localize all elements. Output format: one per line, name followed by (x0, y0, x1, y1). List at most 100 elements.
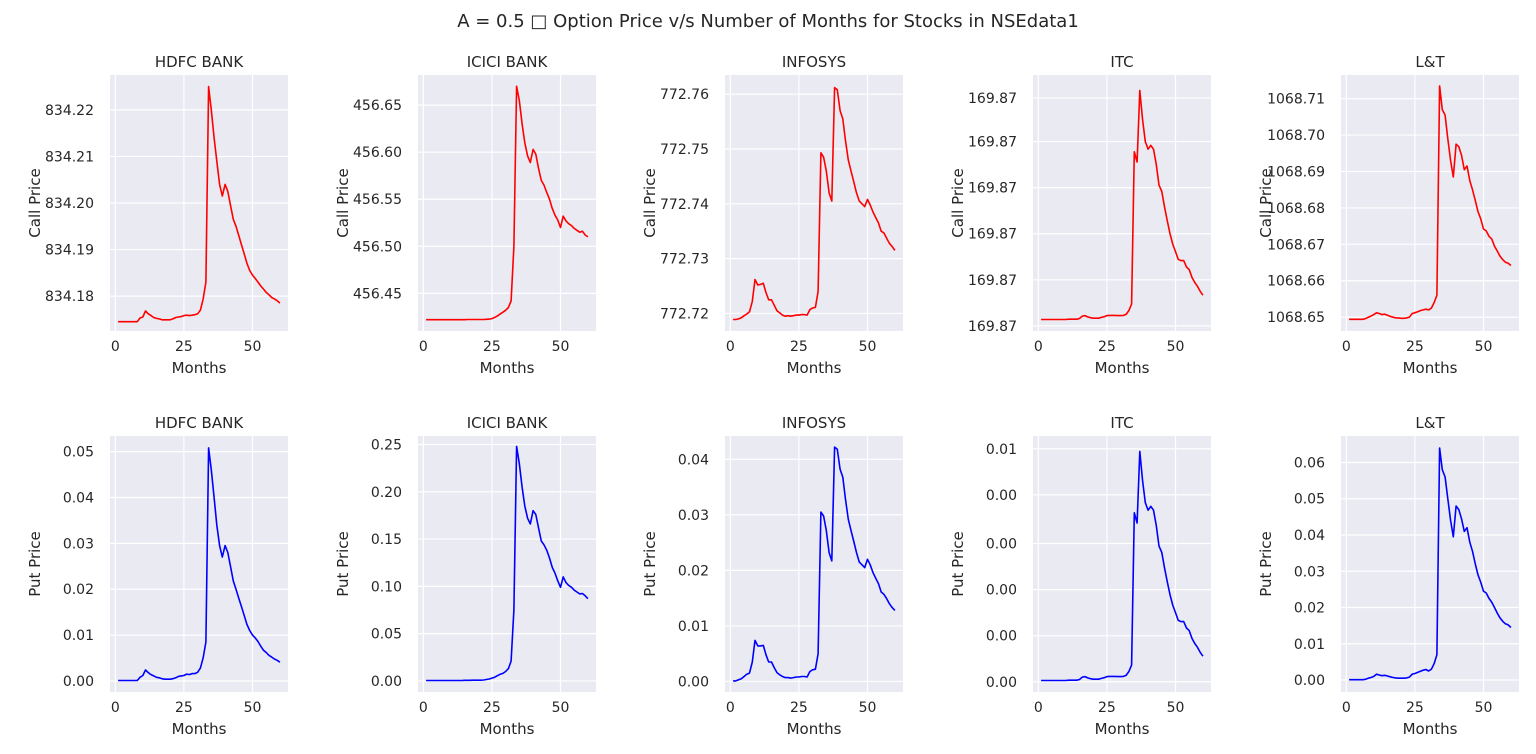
plot-area (418, 436, 596, 692)
x-axis-label: Months (1095, 359, 1150, 377)
x-tick-label: 50 (859, 339, 877, 355)
x-tick-label: 25 (175, 339, 193, 355)
series-line (426, 85, 589, 321)
x-tick-label: 0 (1342, 700, 1351, 716)
y-axis-label: Put Price (1257, 531, 1275, 597)
y-tick-label: 0.25 (371, 438, 402, 454)
y-tick-label: 0.02 (63, 582, 94, 598)
x-tick-label: 0 (1034, 700, 1043, 716)
subplot-title: HDFC BANK (155, 414, 244, 432)
y-tick-label: 0.01 (986, 442, 1017, 458)
y-tick-label: 0.00 (986, 488, 1017, 504)
y-tick-label: 772.75 (660, 142, 709, 158)
x-tick-label: 50 (552, 700, 570, 716)
y-tick-label: 834.18 (45, 289, 94, 305)
y-tick-label: 169.87 (968, 135, 1017, 151)
subplot-8: 0 25 50 0.00 0.01 0.02 0.03 0.04 INFOSYS Months Pu… (641, 414, 903, 738)
subplot-2: 0 25 50 456.45 456.50 456.55 456.60 456.65 ICICI… (334, 53, 596, 377)
y-tick-label: 834.19 (45, 243, 94, 259)
subplot-title: INFOSYS (782, 414, 846, 432)
y-axis-label: Put Price (641, 531, 659, 597)
series-line (733, 86, 896, 321)
y-tick-label: 0.00 (986, 675, 1017, 691)
y-tick-label: 0.01 (63, 628, 94, 644)
subplot-3: 0 25 50 772.72 772.73 772.74 772.75 772.76 INFOS… (641, 53, 903, 377)
x-tick-label: 50 (859, 700, 877, 716)
x-tick-label: 0 (726, 339, 735, 355)
plot-area (1033, 436, 1211, 692)
x-tick-label: 0 (419, 339, 428, 355)
y-tick-label: 1068.71 (1267, 92, 1325, 108)
x-tick-label: 50 (244, 700, 262, 716)
x-axis-label: Months (172, 720, 227, 738)
x-tick-label: 25 (483, 339, 501, 355)
subplot-1: 0 25 50 834.18 834.19 834.20 834.21 834.22 HDFC … (26, 53, 288, 377)
x-tick-label: 25 (790, 700, 808, 716)
x-tick-label: 0 (1342, 339, 1351, 355)
subplot-4: 0 25 50 169.87 169.87 169.87 169.87 169.87 169.8… (949, 53, 1211, 377)
y-tick-label: 0.05 (371, 627, 402, 643)
x-tick-label: 0 (111, 700, 120, 716)
subplot-title: HDFC BANK (155, 53, 244, 71)
series-line (1349, 85, 1512, 321)
y-tick-label: 772.76 (660, 87, 709, 103)
y-tick-label: 0.03 (678, 508, 709, 524)
y-tick-label: 0.02 (678, 563, 709, 579)
y-axis-label: Call Price (641, 168, 659, 237)
x-tick-label: 25 (790, 339, 808, 355)
y-tick-label: 0.00 (986, 629, 1017, 645)
y-axis-label: Call Price (26, 168, 44, 237)
subplot-title: L&T (1415, 53, 1445, 71)
y-axis-label: Call Price (949, 168, 967, 237)
y-tick-label: 1068.69 (1267, 165, 1325, 181)
y-tick-label: 0.03 (63, 536, 94, 552)
subplot-9: 0 25 50 0.00 0.00 0.00 0.00 0.00 0.01 ITC Months Pu… (949, 414, 1211, 738)
y-axis-label: Call Price (1257, 168, 1275, 237)
y-tick-label: 169.87 (968, 319, 1017, 335)
x-tick-label: 50 (552, 339, 570, 355)
y-tick-label: 0.00 (1294, 673, 1325, 689)
plot-area (1341, 75, 1519, 331)
y-tick-label: 0.00 (63, 674, 94, 690)
y-axis-label: Put Price (26, 531, 44, 597)
x-tick-label: 0 (1034, 339, 1043, 355)
x-axis-label: Months (480, 720, 535, 738)
y-tick-label: 772.73 (660, 252, 709, 268)
y-axis-label: Put Price (949, 531, 967, 597)
y-tick-label: 0.04 (1294, 528, 1325, 544)
y-tick-label: 0.03 (1294, 564, 1325, 580)
subplot-title: ICICI BANK (467, 414, 549, 432)
x-tick-label: 50 (1475, 700, 1493, 716)
y-tick-label: 456.50 (353, 239, 402, 255)
y-tick-label: 169.87 (968, 227, 1017, 243)
x-tick-label: 50 (1475, 339, 1493, 355)
series-line (426, 445, 589, 682)
y-tick-label: 0.01 (1294, 637, 1325, 653)
y-tick-label: 0.04 (678, 452, 709, 468)
plot-area (725, 75, 903, 331)
y-tick-label: 0.00 (678, 674, 709, 690)
x-axis-label: Months (1403, 359, 1458, 377)
y-tick-label: 0.01 (678, 619, 709, 635)
series-line (118, 85, 281, 323)
series-line (1041, 89, 1204, 321)
series-line (733, 446, 896, 682)
x-tick-label: 50 (1167, 700, 1185, 716)
plot-area (725, 436, 903, 692)
plot-area (418, 75, 596, 331)
x-tick-label: 25 (1406, 700, 1424, 716)
y-tick-label: 456.45 (353, 286, 402, 302)
y-tick-label: 0.05 (1294, 492, 1325, 508)
x-axis-label: Months (787, 720, 842, 738)
y-tick-label: 169.87 (968, 91, 1017, 107)
subplot-6: 0 25 50 0.00 0.01 0.02 0.03 0.04 0.05 HDFC BANK Mo… (26, 414, 288, 738)
series-line (118, 447, 281, 682)
subplot-7: 0 25 50 0.00 0.05 0.10 0.15 0.20 0.25 ICICI BANK M… (334, 414, 596, 738)
y-tick-label: 1068.67 (1267, 237, 1325, 253)
y-tick-label: 0.04 (63, 490, 94, 506)
y-tick-label: 834.22 (45, 103, 94, 119)
y-tick-label: 834.21 (45, 149, 94, 165)
y-tick-label: 0.00 (986, 583, 1017, 599)
x-axis-label: Months (787, 359, 842, 377)
x-tick-label: 0 (726, 700, 735, 716)
